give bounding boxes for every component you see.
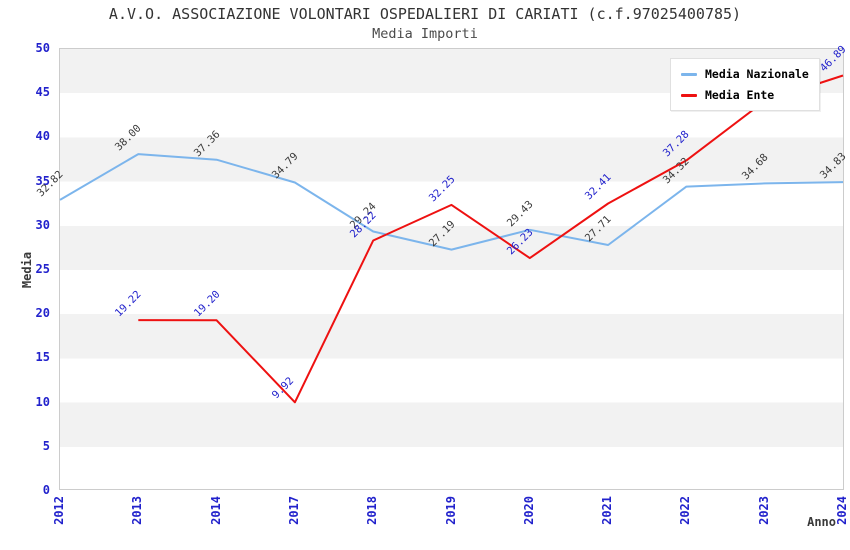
x-tick-label: 2013 [130, 496, 145, 525]
legend: Media Nazionale Media Ente [670, 58, 820, 111]
x-tick-label: 2012 [52, 496, 66, 525]
y-tick-label: 35 [35, 173, 50, 188]
y-tick-label: 15 [35, 350, 50, 365]
y-tick-label: 40 [35, 129, 50, 144]
x-tick-label: 2021 [600, 496, 615, 525]
x-tick-label: 2019 [443, 496, 458, 525]
y-tick-label: 0 [42, 483, 50, 497]
legend-item-media-ente[interactable]: Media Ente [681, 88, 809, 102]
series-lines [59, 74, 844, 404]
chart-subtitle: Media Importi [372, 26, 478, 42]
legend-label: Media Nazionale [705, 67, 809, 81]
plot-area [59, 48, 844, 490]
chart-title: A.V.O. ASSOCIAZIONE VOLONTARI OSPEDALIER… [108, 5, 742, 23]
x-axis-title: Anno [807, 515, 836, 529]
line-media-nazionale [59, 153, 844, 251]
y-tick-label: 10 [35, 394, 50, 409]
y-tick-label: 5 [42, 438, 50, 453]
y-tick-label: 25 [35, 262, 50, 276]
legend-item-media-nazionale[interactable]: Media Nazionale [681, 67, 809, 81]
legend-label: Media Ente [705, 88, 775, 102]
legend-line-swatch-icon [681, 93, 697, 97]
legend-line-swatch-icon [681, 72, 697, 76]
x-tick-label: 2022 [678, 496, 693, 525]
line-media-ente [138, 74, 844, 404]
x-tick-label: 2024 [835, 496, 849, 525]
x-tick-label: 2020 [521, 496, 536, 525]
y-tick-label: 20 [35, 306, 50, 321]
x-tick-label: 2014 [208, 496, 223, 525]
y-axis-title: Media [20, 251, 34, 289]
y-tick-label: 45 [35, 85, 50, 100]
y-tick-label: 50 [35, 41, 50, 55]
x-tick-label: 2017 [286, 496, 301, 525]
y-tick-label: 30 [35, 217, 50, 232]
x-tick-label: 2018 [365, 496, 380, 525]
x-tick-label: 2023 [756, 496, 771, 525]
